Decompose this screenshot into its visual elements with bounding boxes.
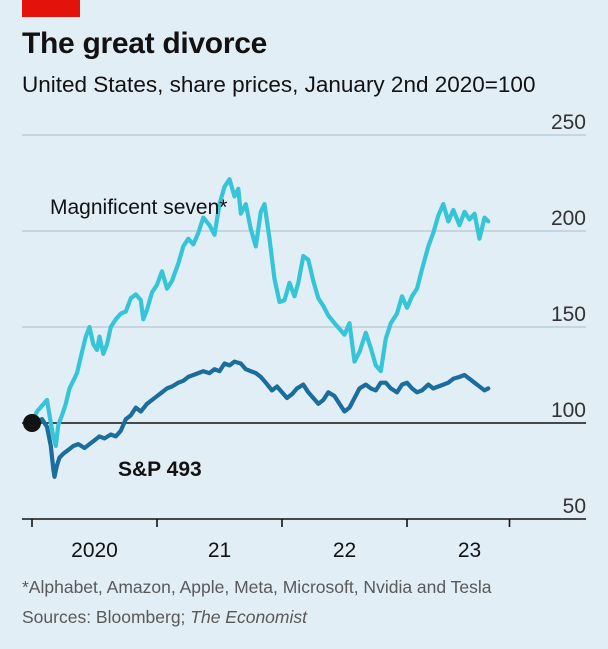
x-axis xyxy=(22,518,586,527)
chart-title: The great divorce xyxy=(22,27,267,60)
series-label-magnificent-seven: Magnificent seven* xyxy=(50,196,227,219)
x-tick-label-22: 22 xyxy=(333,539,356,562)
sources-publication: The Economist xyxy=(190,607,307,627)
y-tick-label-200: 200 xyxy=(551,207,586,230)
y-tick-label-50: 50 xyxy=(563,495,586,518)
sources-line: Sources: Bloomberg; The Economist xyxy=(22,607,307,628)
series-labels: Magnificent seven* S&P 493 xyxy=(50,196,227,481)
series-label-sp493: S&P 493 xyxy=(118,458,202,481)
footnote: *Alphabet, Amazon, Apple, Meta, Microsof… xyxy=(22,577,492,597)
start-marker-dot xyxy=(23,414,41,432)
x-axis-tick-labels: 2020 21 22 23 xyxy=(71,539,481,562)
x-tick-label-2020: 2020 xyxy=(71,539,118,562)
series-lines xyxy=(29,177,491,479)
y-axis-tick-labels: 50 100 150 200 250 xyxy=(551,111,586,518)
sources-prefix: Sources: Bloomberg; xyxy=(22,607,191,627)
y-tick-label-100: 100 xyxy=(551,399,586,422)
chart-subtitle: United States, share prices, January 2nd… xyxy=(22,72,536,97)
series-sp493 xyxy=(29,359,491,479)
x-tick-label-21: 21 xyxy=(208,539,231,562)
markers xyxy=(23,414,41,432)
series-magnificent-seven xyxy=(29,177,491,449)
y-tick-label-150: 150 xyxy=(551,303,586,326)
gridlines xyxy=(22,134,586,424)
y-tick-label-250: 250 xyxy=(551,111,586,134)
x-tick-label-23: 23 xyxy=(458,539,481,562)
brand-accent-bar xyxy=(22,0,80,17)
